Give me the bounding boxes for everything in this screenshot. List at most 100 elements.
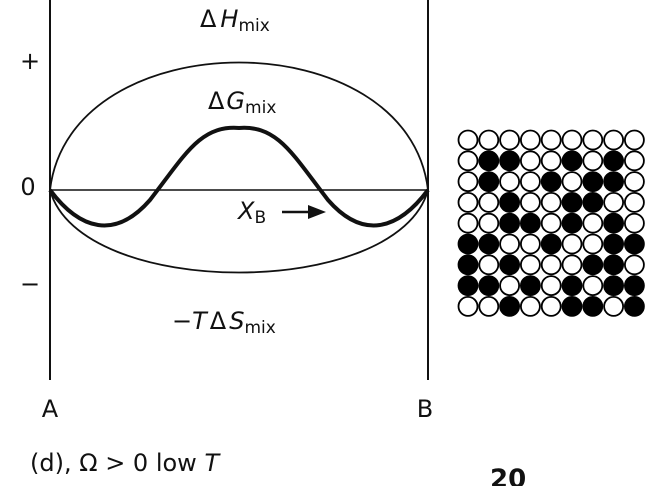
atom — [542, 193, 561, 212]
atom — [500, 214, 519, 233]
prefix: − — [172, 307, 192, 335]
atom — [563, 172, 582, 191]
symbol: Δ — [200, 5, 217, 33]
atom — [542, 151, 561, 170]
atom — [459, 297, 478, 316]
page: {"diagram": { "sign_plus": "+", "sign_ze… — [0, 0, 650, 486]
atom — [500, 235, 519, 254]
atom — [459, 276, 478, 295]
atom — [479, 297, 498, 316]
atom — [542, 297, 561, 316]
atom — [563, 235, 582, 254]
atom — [604, 297, 623, 316]
sign-minus: − — [20, 270, 40, 298]
atom — [604, 255, 623, 274]
symbol: Δ — [208, 87, 225, 115]
atom — [583, 255, 602, 274]
atom — [521, 151, 540, 170]
atom — [625, 297, 644, 316]
atom — [563, 193, 582, 212]
atom — [625, 276, 644, 295]
atom — [604, 151, 623, 170]
atom — [479, 172, 498, 191]
arrow-head — [308, 205, 326, 219]
atom — [500, 255, 519, 274]
subscript: mix — [245, 98, 276, 118]
atom — [625, 255, 644, 274]
atom — [521, 214, 540, 233]
lattice — [459, 131, 644, 316]
variable: H — [220, 5, 238, 33]
atom — [521, 297, 540, 316]
atom — [583, 131, 602, 150]
atom — [459, 235, 478, 254]
atom — [604, 214, 623, 233]
atom — [542, 131, 561, 150]
atom — [542, 276, 561, 295]
atom — [604, 193, 623, 212]
atom — [479, 131, 498, 150]
atom — [625, 193, 644, 212]
atom — [500, 151, 519, 170]
atom — [583, 235, 602, 254]
subscript: mix — [238, 16, 269, 36]
atom — [521, 172, 540, 191]
atom — [521, 255, 540, 274]
variable: G — [226, 87, 245, 115]
atom — [625, 131, 644, 150]
end-b: B — [417, 395, 433, 423]
atom — [479, 151, 498, 170]
atom — [479, 193, 498, 212]
atom — [479, 235, 498, 254]
sign-plus: + — [20, 47, 40, 75]
atom — [604, 276, 623, 295]
symbol: Δ — [210, 307, 227, 335]
atom — [479, 276, 498, 295]
atom — [563, 151, 582, 170]
atom — [479, 255, 498, 274]
atom — [563, 131, 582, 150]
variable: X — [236, 197, 255, 225]
atom — [583, 297, 602, 316]
atom — [459, 151, 478, 170]
atom — [625, 151, 644, 170]
entropy-label: −TΔSmix — [172, 307, 276, 338]
atom — [521, 276, 540, 295]
sign-zero: 0 — [20, 173, 35, 201]
atom — [521, 131, 540, 150]
atom — [563, 255, 582, 274]
atom — [542, 214, 561, 233]
atom — [500, 172, 519, 191]
atom — [563, 297, 582, 316]
variable: T — [192, 307, 209, 335]
atom — [563, 276, 582, 295]
end-a: A — [42, 395, 59, 423]
atom — [563, 214, 582, 233]
atom — [500, 193, 519, 212]
atom — [542, 172, 561, 191]
atom — [583, 151, 602, 170]
atom — [604, 235, 623, 254]
atom — [479, 214, 498, 233]
atom — [625, 214, 644, 233]
page-number: 20 — [490, 465, 526, 486]
atom — [625, 172, 644, 191]
atom — [521, 235, 540, 254]
atom — [500, 297, 519, 316]
atom — [459, 255, 478, 274]
caption: (d), Ω > 0 low T — [30, 449, 221, 477]
subscript: B — [254, 208, 266, 228]
atom — [583, 276, 602, 295]
caption-text: (d), Ω > 0 low — [30, 449, 204, 477]
atom — [542, 255, 561, 274]
atom — [625, 235, 644, 254]
caption-variable: T — [204, 449, 221, 477]
atom — [542, 235, 561, 254]
atom — [459, 193, 478, 212]
atom — [459, 214, 478, 233]
atom — [500, 131, 519, 150]
atom — [459, 172, 478, 191]
atom — [604, 131, 623, 150]
atom — [459, 131, 478, 150]
subscript: mix — [244, 318, 275, 338]
